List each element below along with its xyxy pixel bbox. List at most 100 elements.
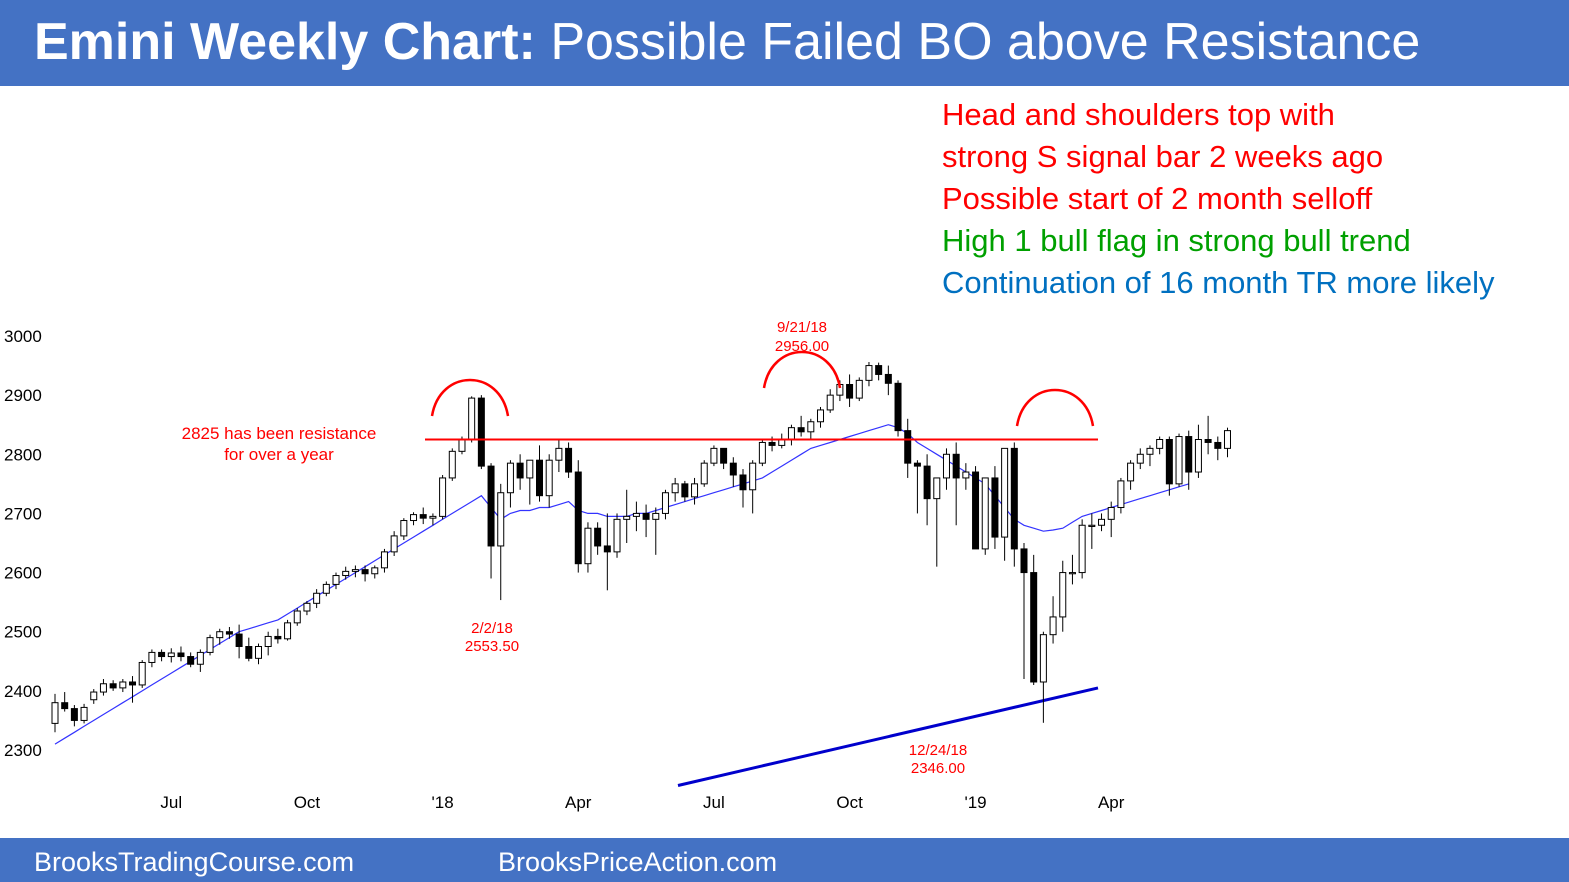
candle-bull <box>196 651 204 665</box>
candle-bear <box>846 383 854 399</box>
x-tick-label: Jul <box>703 793 725 812</box>
candle-bull <box>80 706 88 721</box>
candle-bull <box>661 492 669 514</box>
candle-bear <box>875 365 883 375</box>
note-line-1: Head and shoulders top with <box>942 97 1335 132</box>
candle-bull <box>1107 507 1115 520</box>
candle-bull <box>400 520 408 537</box>
candle-bull <box>710 447 718 464</box>
candle-bull <box>410 514 418 522</box>
candle-bear <box>129 681 137 686</box>
note-line-3: Possible start of 2 month selloff <box>942 181 1373 216</box>
right-shoulder-arc <box>1015 388 1095 427</box>
candle-bear <box>361 569 369 575</box>
candle-bear <box>681 483 689 498</box>
candle-bull <box>1059 572 1067 618</box>
candle-bull <box>390 535 398 553</box>
candle-bull <box>254 646 262 659</box>
candle-bull <box>671 483 679 494</box>
candle-bear <box>177 652 185 658</box>
candle-bull <box>216 631 224 639</box>
candle-bull <box>981 477 989 550</box>
candle-bull <box>1049 616 1057 636</box>
y-tick-label: 2900 <box>4 386 42 405</box>
candle-bear <box>516 462 524 479</box>
candle-bull <box>1078 524 1086 574</box>
candle-bear <box>109 683 117 689</box>
candle-bear <box>235 633 243 647</box>
candle-bear <box>923 465 931 500</box>
candle-bull <box>1146 447 1154 455</box>
candle-bear <box>565 447 573 473</box>
candle-bear <box>797 427 805 433</box>
candle-bull <box>119 681 127 689</box>
candle-bull <box>749 462 757 491</box>
candle-bull <box>1039 634 1047 683</box>
candle-bear <box>1165 439 1173 485</box>
candle-bear <box>972 471 980 550</box>
extreme-price-label: 2553.50 <box>465 638 519 655</box>
candle-bull <box>584 527 592 565</box>
candle-bull <box>99 683 107 693</box>
candle-bull <box>787 427 795 440</box>
candle-bull <box>855 379 863 399</box>
candle-bull <box>468 397 476 440</box>
candle-bear <box>952 453 960 479</box>
candle-bull <box>351 569 359 572</box>
candle-bull <box>371 567 379 575</box>
candle-bear <box>536 459 543 497</box>
resistance-label: for over a year <box>224 445 334 464</box>
candle-bull <box>380 551 388 569</box>
candle-bull <box>439 477 447 517</box>
candle-bear <box>603 545 611 553</box>
candle-bull <box>293 610 301 624</box>
candle-bear <box>187 656 195 665</box>
candle-bear <box>70 708 78 721</box>
candle-bear <box>720 447 728 464</box>
y-tick-label: 3000 <box>4 327 42 346</box>
candle-bear <box>158 651 166 658</box>
page-title: Emini Weekly Chart: Possible Failed BO a… <box>34 8 1420 76</box>
candle-bear <box>487 465 495 547</box>
left-shoulder-arc <box>430 378 510 417</box>
candle-bull <box>613 518 621 553</box>
candle-bull <box>342 570 350 577</box>
candle-bear <box>61 702 69 710</box>
head-arc <box>762 350 842 389</box>
note-line-5: Continuation of 16 month TR more likely <box>942 265 1495 300</box>
x-tick-label: Apr <box>1098 793 1125 812</box>
note-line-2: strong S signal bar 2 weeks ago <box>942 139 1384 174</box>
candle-bear <box>1030 572 1038 683</box>
candle-bull <box>1136 453 1144 464</box>
candle-bull <box>807 421 815 433</box>
x-tick-label: Oct <box>836 793 863 812</box>
candle-bull <box>1127 462 1135 482</box>
candle-bear <box>642 512 650 520</box>
weekly-candlestick-chart: 2300 2400 2500 2600 2700 2800 2900 3000 Jul Oct '1… <box>4 319 1231 812</box>
footer-link-trading-course[interactable]: BrooksTradingCourse.com <box>34 847 355 877</box>
note-line-4: High 1 bull flag in strong bull trend <box>942 223 1411 258</box>
candle-bull <box>1223 430 1231 449</box>
x-tick-label: Oct <box>294 793 321 812</box>
candle-bull <box>506 462 514 494</box>
footer-link-price-action[interactable]: BrooksPriceAction.com <box>498 847 778 877</box>
candle-bear <box>1204 439 1212 443</box>
y-tick-label: 2600 <box>4 564 42 583</box>
candle-bear <box>1214 441 1222 449</box>
candle-bear <box>739 474 747 491</box>
candle-bear <box>768 441 776 446</box>
extreme-date-label: 2/2/18 <box>471 620 513 637</box>
candle-bull <box>942 453 950 479</box>
candle-bull <box>429 515 437 519</box>
candle-bear <box>594 527 602 547</box>
candle-bull <box>332 575 340 585</box>
candle-bear <box>729 462 737 476</box>
candle-bull <box>138 661 146 686</box>
candle-bear <box>245 646 253 659</box>
candle-bull <box>632 512 640 517</box>
candle-bull <box>167 652 175 658</box>
candle-bull <box>148 651 156 663</box>
candle-bull <box>758 441 766 464</box>
candle-bull <box>623 515 631 520</box>
x-tick-label: '19 <box>964 793 986 812</box>
